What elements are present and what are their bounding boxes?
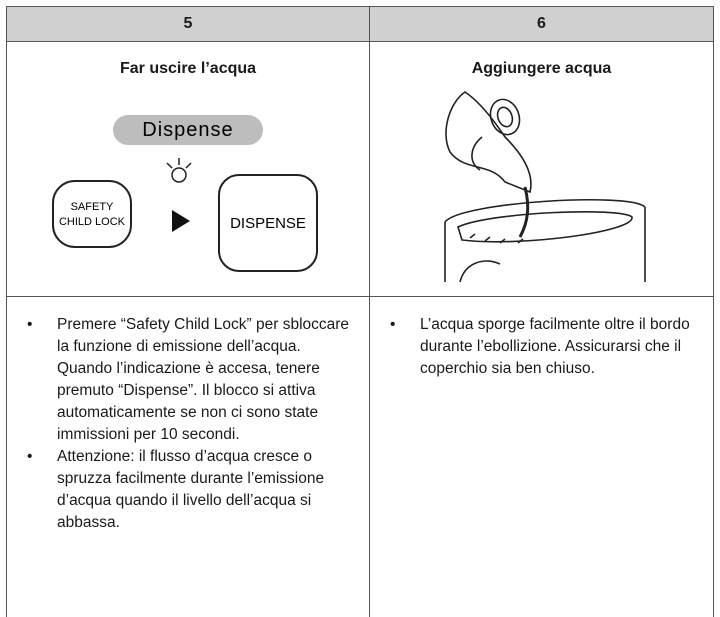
arrow bbox=[172, 210, 190, 232]
bullet: L’acqua sporge facilmente oltre il bordo… bbox=[390, 314, 720, 380]
bullet-list: L’acqua sporge facilmente oltre il bordo… bbox=[370, 314, 713, 380]
text-cell: Premere “Safety Child Lock” per sbloccar… bbox=[6, 296, 370, 617]
button-label: CHILD LOCK bbox=[59, 216, 126, 228]
light-icon bbox=[171, 167, 187, 183]
bullet-list: Premere “Safety Child Lock” per sbloccar… bbox=[7, 314, 369, 534]
text-cell: L’acqua sporge facilmente oltre il bordo… bbox=[369, 296, 714, 617]
bullet: Premere “Safety Child Lock” per sbloccar… bbox=[27, 314, 357, 446]
column-header: 6 bbox=[369, 6, 714, 42]
image-cell: Aggiungere acqua bbox=[369, 42, 714, 297]
step-title: Far uscire l’acqua bbox=[119, 60, 257, 77]
button-label: DISPENSE bbox=[230, 215, 306, 232]
kettle-illustration bbox=[444, 91, 646, 283]
bullet: Attenzione: il flusso d’acqua cresce o s… bbox=[27, 446, 357, 534]
image-cell: Far uscire l’acqua Dispense SAFETY CHILD… bbox=[6, 42, 370, 297]
pill-label: Dispense bbox=[142, 119, 233, 141]
column-header: 5 bbox=[6, 6, 370, 42]
step-title: Aggiungere acqua bbox=[471, 60, 612, 77]
dispense-illustration: Dispense SAFETY CHILD LOCK DISPENSE bbox=[52, 115, 318, 272]
table: 5 6 Far uscire l’acqua Dispense SAFETY C… bbox=[6, 6, 714, 617]
button bbox=[218, 174, 318, 272]
light-rays bbox=[166, 158, 192, 169]
button bbox=[52, 180, 132, 248]
button-label: SAFETY bbox=[71, 201, 114, 213]
pill bbox=[113, 115, 263, 145]
